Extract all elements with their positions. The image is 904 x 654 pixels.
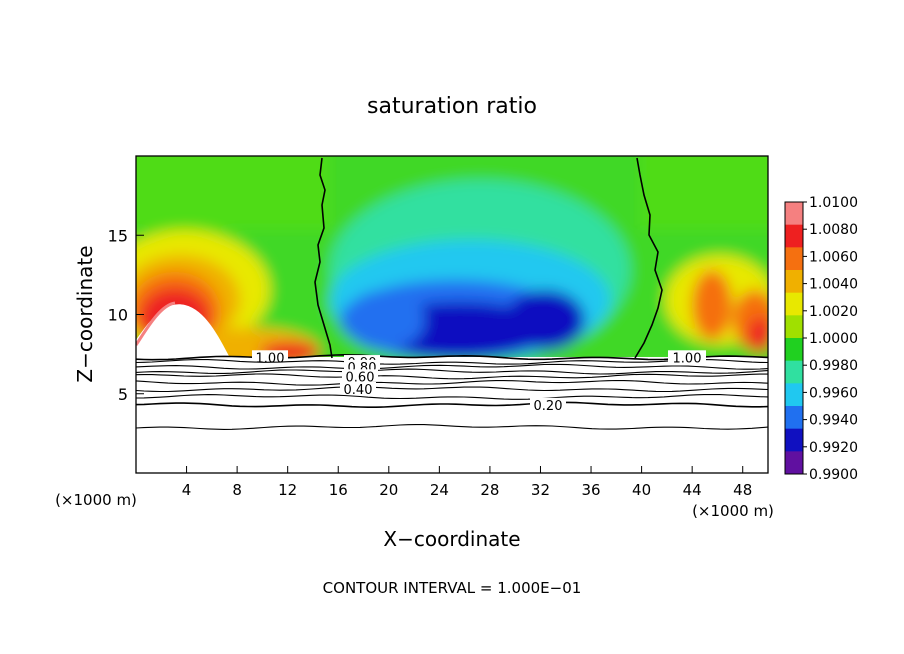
contour-layer: 1.000.900.800.600.400.201.00: [135, 350, 769, 430]
colorbar-level-label: 1.0020: [809, 304, 858, 320]
colorbar-level-label: 0.9980: [809, 358, 858, 374]
saturation-field: [136, 156, 768, 359]
y-tick-label: 15: [108, 226, 128, 245]
saturation-boundary-right: [634, 157, 663, 359]
colorbar-swatch: [785, 451, 803, 475]
colorbar-swatch: [785, 247, 803, 271]
x-tick-label: 8: [232, 481, 242, 499]
x-unit-left: (×1000 m): [55, 491, 137, 509]
colorbar-level-label: 0.9920: [809, 440, 858, 456]
colorbar-level-label: 0.9900: [809, 467, 858, 483]
colorbar-level-label: 1.0060: [809, 249, 858, 265]
x-tick-label: 4: [182, 481, 192, 499]
chart-title: saturation ratio: [367, 94, 537, 119]
contour-label-bg: [530, 397, 566, 411]
contour-line: [135, 393, 769, 400]
contour-line: [135, 363, 769, 370]
colorbar-level-label: 0.9960: [809, 385, 858, 401]
contour-label-bg: [342, 369, 378, 383]
x-tick-label: 32: [531, 481, 550, 499]
x-tick-label: 16: [329, 481, 348, 499]
x-tick-label: 12: [278, 481, 297, 499]
colorbar-level-label: 1.0080: [809, 222, 858, 238]
colorbar-level-label: 1.0040: [809, 277, 858, 293]
colorbar-level-label: 1.0000: [809, 331, 858, 347]
colorbar-swatch: [785, 428, 803, 452]
y-tick-label: 5: [118, 385, 128, 404]
colorbar-swatch: [785, 360, 803, 384]
contour-line: [135, 359, 769, 365]
contour-line: [135, 386, 769, 393]
contour-interval-footer: CONTOUR INTERVAL = 1.000E−01: [323, 579, 582, 597]
x-tick-label: 48: [733, 481, 752, 499]
y-axis: 5 10 15: [108, 226, 144, 404]
contour-line: [135, 353, 769, 361]
colorbar-swatch: [785, 202, 803, 226]
contour-label-bg: [252, 350, 288, 364]
x-tick-label: 28: [480, 481, 499, 499]
colorbar-swatch: [785, 292, 803, 316]
saturation-boundaries: [314, 157, 663, 359]
x-axis-label: X−coordinate: [383, 527, 520, 551]
contour-label-bg: [340, 381, 376, 395]
contour-line: [135, 379, 769, 386]
contour-line: [135, 373, 768, 380]
colorbar-swatch: [785, 406, 803, 430]
contour-line: [135, 401, 769, 408]
contour-label: 0.60: [346, 370, 375, 385]
x-tick-label: 44: [683, 481, 702, 499]
contour-line: [135, 424, 769, 430]
contour-label: 1.00: [256, 351, 285, 366]
y-axis-label: Z−coordinate: [73, 245, 97, 382]
x-tick-label: 36: [581, 481, 600, 499]
colorbar-swatch: [785, 315, 803, 339]
contour-label-bg: [668, 350, 706, 364]
colorbar-swatch: [785, 383, 803, 407]
colorbar-level-label: 1.0100: [809, 195, 858, 211]
contour-label: 0.40: [344, 383, 373, 398]
saturation-boundary-left: [314, 157, 333, 359]
colorbar-level-label: 0.9940: [809, 413, 858, 429]
x-unit-right: (×1000 m): [692, 502, 774, 520]
x-tick-label: 24: [430, 481, 449, 499]
contour-label: 1.00: [673, 351, 702, 366]
colorbar-swatch: [785, 338, 803, 362]
y-tick-label: 10: [108, 306, 128, 325]
contour-line: [135, 368, 769, 375]
colorbar: 1.0100 1.0080 1.0060 1.0040 1.0020 1.0000 0.99…: [784, 195, 858, 483]
x-tick-label: 20: [379, 481, 398, 499]
x-tick-label: 40: [632, 481, 651, 499]
colorbar-swatch: [785, 270, 803, 294]
x-axis: 4 8 12 16 20 24 28 32 36 40 44 48: [182, 466, 752, 499]
contour-label: 0.20: [534, 399, 563, 414]
colorbar-swatch: [785, 224, 803, 248]
